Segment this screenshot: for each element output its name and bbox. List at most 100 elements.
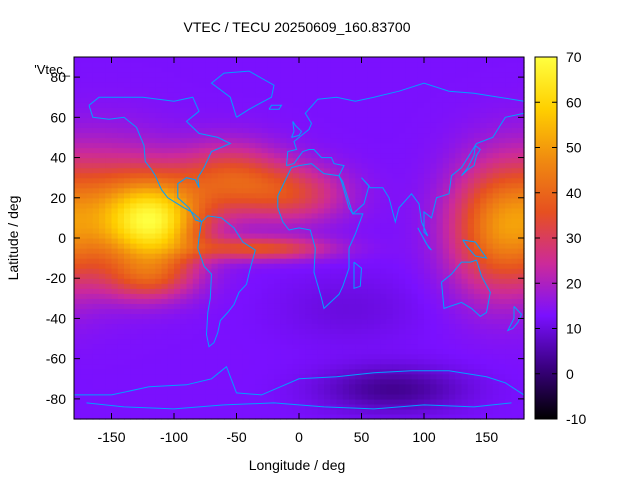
heatmap-cell	[111, 283, 119, 289]
heatmap-cell	[124, 222, 131, 229]
heatmap-cell	[324, 328, 331, 335]
heatmap-cell	[330, 142, 338, 149]
heatmap-cell	[386, 207, 394, 214]
heatmap-cell	[486, 378, 494, 385]
heatmap-cell	[417, 348, 425, 355]
heatmap-cell	[161, 127, 169, 134]
heatmap-cell	[124, 408, 131, 415]
heatmap-cell	[224, 72, 231, 78]
heatmap-cell	[117, 348, 125, 355]
heatmap-cell	[436, 132, 444, 139]
heatmap-cell	[361, 393, 369, 400]
heatmap-cell	[274, 413, 281, 420]
heatmap-cell	[255, 243, 263, 249]
heatmap-cell	[211, 57, 219, 63]
heatmap-cell	[399, 238, 406, 244]
heatmap-cell	[136, 202, 144, 209]
heatmap-cell	[236, 107, 244, 113]
heatmap-cell	[480, 338, 488, 345]
heatmap-cell	[180, 67, 188, 73]
heatmap-cell	[430, 137, 438, 144]
heatmap-cell	[299, 182, 306, 189]
heatmap-cell	[174, 137, 181, 144]
heatmap-cell	[142, 142, 150, 149]
heatmap-cell	[280, 92, 288, 98]
heatmap-cell	[399, 172, 406, 179]
heatmap-cell	[367, 298, 375, 304]
heatmap-cell	[261, 92, 269, 98]
heatmap-cell	[355, 383, 363, 390]
heatmap-cell	[261, 97, 269, 103]
heatmap-cell	[242, 288, 250, 294]
heatmap-cell	[142, 107, 150, 113]
heatmap-cell	[336, 227, 344, 234]
heatmap-cell	[449, 298, 456, 304]
heatmap-cell	[342, 117, 350, 123]
heatmap-cell	[205, 72, 213, 78]
heatmap-cell	[311, 238, 319, 244]
heatmap-cell	[274, 283, 281, 289]
heatmap-cell	[342, 278, 350, 284]
heatmap-cell	[461, 212, 469, 219]
heatmap-cell	[386, 137, 394, 144]
heatmap-cell	[224, 212, 231, 219]
heatmap-cell	[342, 172, 350, 179]
heatmap-cell	[386, 102, 394, 108]
heatmap-cell	[149, 238, 156, 244]
heatmap-cell	[161, 187, 169, 194]
heatmap-cell	[305, 288, 313, 294]
heatmap-cell	[236, 202, 244, 209]
heatmap-cell	[217, 77, 225, 83]
heatmap-cell	[105, 263, 113, 269]
heatmap-cell	[124, 293, 131, 299]
heatmap-cell	[111, 293, 119, 299]
heatmap-cell	[99, 413, 106, 420]
heatmap-cell	[205, 222, 213, 229]
heatmap-cell	[230, 82, 238, 88]
heatmap-cell	[92, 222, 100, 229]
heatmap-cell	[130, 243, 138, 249]
heatmap-cell	[280, 162, 288, 169]
heatmap-cell	[155, 368, 163, 375]
heatmap-cell	[349, 323, 356, 330]
heatmap-cell	[249, 92, 256, 98]
heatmap-cell	[236, 263, 244, 269]
heatmap-cell	[167, 202, 175, 209]
heatmap-cell	[124, 393, 131, 400]
heatmap-cell	[236, 132, 244, 139]
heatmap-cell	[392, 288, 400, 294]
heatmap-cell	[274, 142, 281, 149]
heatmap-cell	[436, 127, 444, 134]
heatmap-cell	[292, 408, 300, 415]
heatmap-cell	[411, 232, 419, 239]
heatmap-cell	[324, 222, 331, 229]
heatmap-cell	[474, 373, 481, 380]
heatmap-cell	[324, 393, 331, 400]
heatmap-cell	[449, 378, 456, 385]
heatmap-cell	[230, 268, 238, 274]
heatmap-cell	[192, 358, 200, 365]
heatmap-cell	[386, 393, 394, 400]
heatmap-cell	[149, 62, 156, 68]
heatmap-cell	[130, 343, 138, 350]
heatmap-cell	[192, 112, 200, 118]
heatmap-cell	[324, 318, 331, 325]
heatmap-cell	[392, 152, 400, 159]
heatmap-cell	[324, 313, 331, 320]
heatmap-cell	[424, 268, 431, 274]
heatmap-cell	[399, 263, 406, 269]
heatmap-cell	[261, 288, 269, 294]
heatmap-cell	[442, 177, 450, 184]
heatmap-cell	[174, 172, 181, 179]
heatmap-cell	[480, 232, 488, 239]
heatmap-cell	[505, 388, 513, 395]
heatmap-cell	[274, 403, 281, 410]
heatmap-cell	[267, 182, 275, 189]
heatmap-cell	[261, 313, 269, 320]
heatmap-cell	[305, 72, 313, 78]
heatmap-cell	[399, 207, 406, 214]
heatmap-cell	[217, 212, 225, 219]
heatmap-cell	[367, 403, 375, 410]
heatmap-cell	[299, 87, 306, 93]
heatmap-cell	[224, 122, 231, 128]
